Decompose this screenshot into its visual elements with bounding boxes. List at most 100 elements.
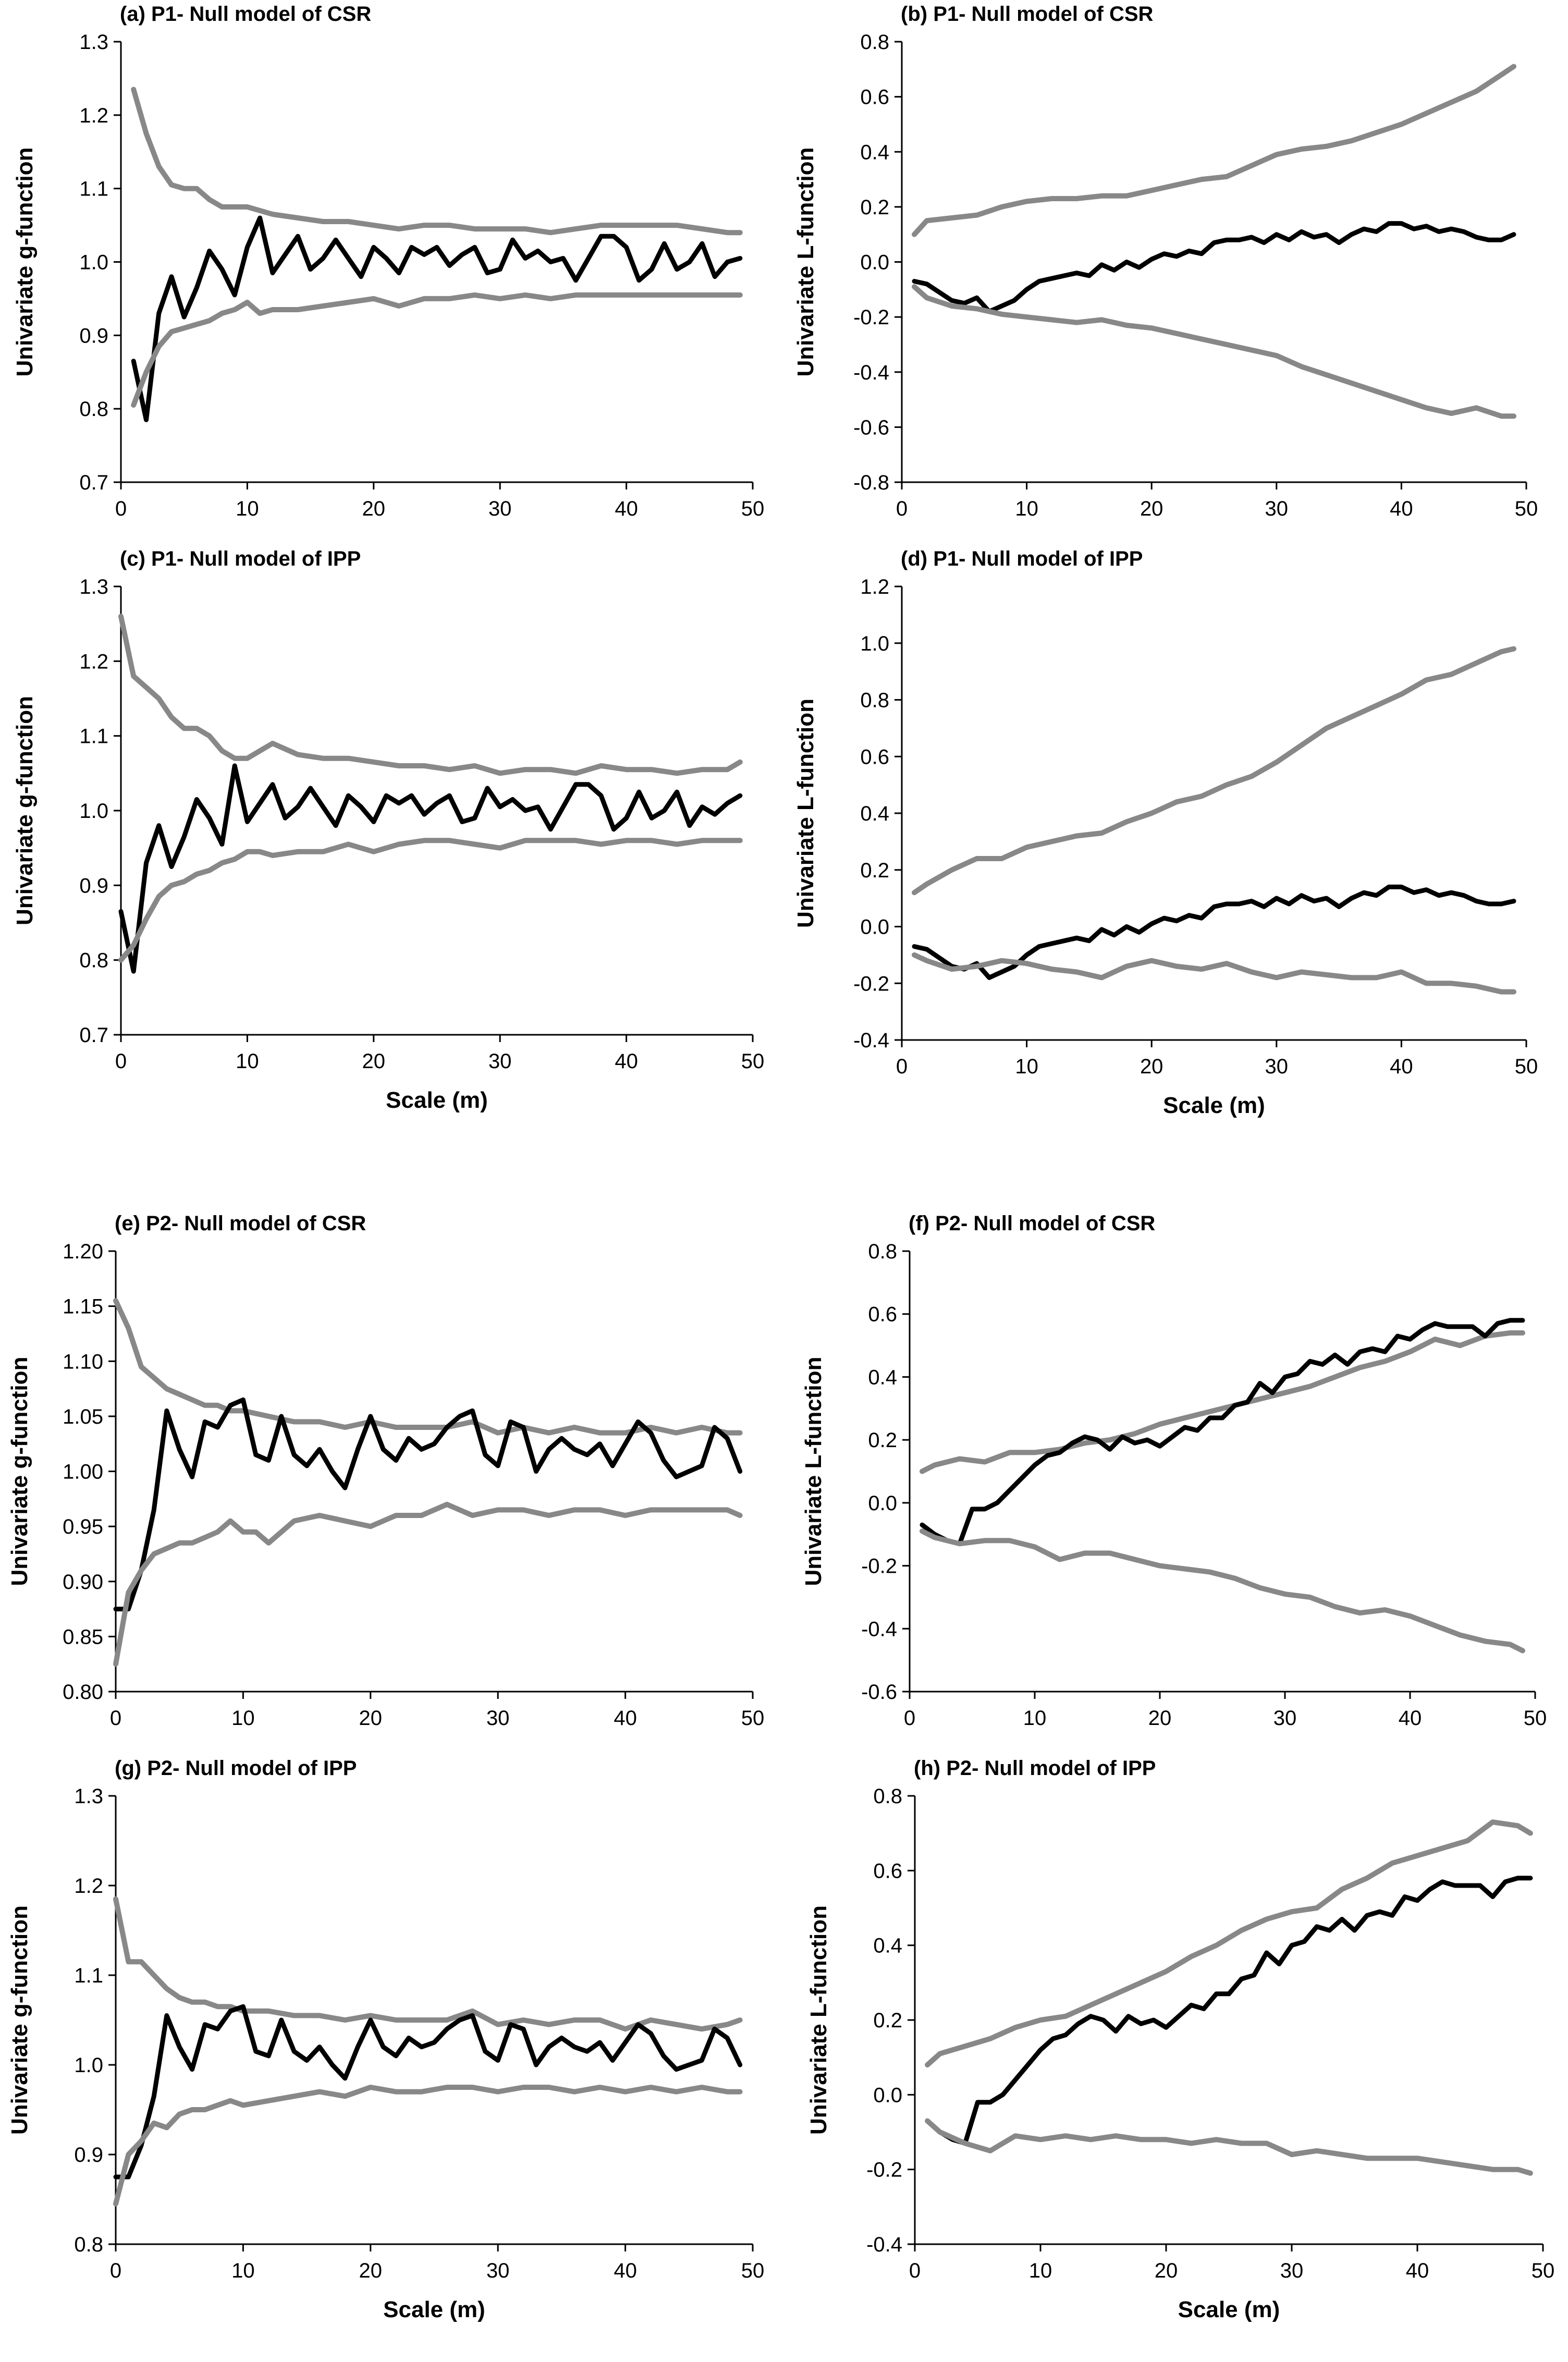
x-tick-label: 40 xyxy=(615,497,638,520)
upper-envelope-line xyxy=(912,646,1516,896)
x-tick-label: 20 xyxy=(1155,2259,1178,2282)
y-tick-label: 1.0 xyxy=(79,800,108,823)
y-tick-label: 0.6 xyxy=(873,1859,902,1882)
y-tick-label: 1.10 xyxy=(63,1350,103,1373)
x-tick-label: 40 xyxy=(614,1707,637,1730)
y-axis-title: Univariate g-function xyxy=(12,696,38,925)
y-tick-label: 1.3 xyxy=(79,31,108,54)
y-tick-label: -0.2 xyxy=(866,2159,902,2182)
panel-g: 0.8 0.9 1.0 1.1 1.2 1.3 0 10 20 30 40 50 (g) P2- Nul… xyxy=(7,1757,764,2322)
x-tick-label: 50 xyxy=(741,1707,765,1730)
x-tick-label: 0 xyxy=(896,1055,908,1078)
y-axis-title: Univariate L-function xyxy=(793,699,818,928)
y-tick-label: -0.4 xyxy=(861,1618,897,1641)
x-tick-label: 10 xyxy=(236,497,259,520)
lower-envelope-line xyxy=(920,1528,1525,1654)
y-tick-label: 0.0 xyxy=(860,916,889,939)
lower-envelope-line xyxy=(912,952,1516,995)
panel-c: 0.7 0.8 0.9 1.0 1.1 1.2 1.3 0 10 20 30 40 50 (c) P1- … xyxy=(12,547,764,1113)
y-tick-label: 0.6 xyxy=(868,1303,897,1326)
x-tick-label: 40 xyxy=(1406,2259,1429,2282)
x-tick-label: 50 xyxy=(1515,1055,1538,1078)
y-tick-label: 0.8 xyxy=(873,1785,902,1808)
y-tick-label: 0.9 xyxy=(79,874,108,897)
upper-envelope-line xyxy=(118,614,743,776)
y-tick-label: 0.4 xyxy=(860,802,889,825)
x-tick-label: 30 xyxy=(1265,1055,1289,1078)
y-tick-label: 0.85 xyxy=(63,1625,103,1648)
y-tick-label: -0.6 xyxy=(861,1681,897,1704)
y-tick-label: 1.3 xyxy=(74,1785,103,1808)
lower-envelope-line xyxy=(113,1501,743,1667)
y-tick-label: 0.9 xyxy=(74,2144,103,2167)
x-tick-label: 50 xyxy=(1515,497,1538,520)
x-tick-label: 50 xyxy=(741,2259,765,2282)
x-tick-label: 20 xyxy=(1140,1055,1163,1078)
y-tick-label: -0.4 xyxy=(853,1029,889,1052)
y-tick-label: -0.2 xyxy=(853,972,889,995)
x-tick-label: 10 xyxy=(1015,497,1038,520)
y-tick-label: -0.4 xyxy=(853,361,889,384)
lower-envelope-line xyxy=(912,284,1516,419)
y-tick-label: 0.8 xyxy=(79,949,108,972)
y-tick-label: 1.0 xyxy=(74,2054,103,2077)
x-axis-title: Scale (m) xyxy=(1163,1093,1265,1118)
y-tick-label: 1.0 xyxy=(79,251,108,274)
y-tick-label: 0.4 xyxy=(868,1366,897,1389)
x-tick-label: 40 xyxy=(614,2259,637,2282)
observed-series-line xyxy=(113,1397,743,1612)
y-tick-label: 0.0 xyxy=(868,1492,897,1515)
upper-envelope-line xyxy=(113,1298,743,1436)
y-tick-label: 1.0 xyxy=(860,632,889,655)
y-tick-label: 1.2 xyxy=(860,576,889,598)
y-tick-label: 1.15 xyxy=(63,1295,103,1318)
x-axis-title: Scale (m) xyxy=(386,1087,488,1113)
observed-series-line xyxy=(912,884,1516,980)
y-tick-label: 0.90 xyxy=(63,1571,103,1594)
y-tick-label: 1.1 xyxy=(79,725,108,748)
upper-envelope-line xyxy=(113,1896,743,2032)
y-axis-title: Univariate L-function xyxy=(801,1356,826,1586)
panel-title: (g) P2- Null model of IPP xyxy=(115,1757,357,1780)
y-axis-title: Univariate g-function xyxy=(7,1905,32,2135)
panel-title: (a) P1- Null model of CSR xyxy=(120,3,371,26)
y-tick-label: 0.0 xyxy=(873,2084,902,2107)
y-tick-label: 1.00 xyxy=(63,1461,103,1484)
y-tick-label: -0.8 xyxy=(853,471,889,494)
upper-envelope-line xyxy=(920,1330,1525,1474)
y-tick-label: 1.1 xyxy=(79,178,108,201)
x-tick-label: 40 xyxy=(615,1050,638,1073)
panel-title: (c) P1- Null model of IPP xyxy=(120,547,361,570)
x-tick-label: 30 xyxy=(1280,2259,1304,2282)
y-tick-label: -0.2 xyxy=(861,1555,897,1578)
x-tick-label: 0 xyxy=(115,497,127,520)
lower-envelope-line xyxy=(131,292,743,408)
observed-series-line xyxy=(925,1876,1533,2146)
upper-envelope-line xyxy=(925,1819,1533,2067)
y-tick-label: 1.3 xyxy=(79,576,108,598)
y-axis-title: Univariate g-function xyxy=(7,1356,32,1586)
y-tick-label: 0.4 xyxy=(873,1935,902,1957)
y-tick-label: 1.2 xyxy=(79,104,108,127)
y-tick-label: 0.9 xyxy=(79,324,108,347)
x-tick-label: 30 xyxy=(488,1050,512,1073)
lower-envelope-line xyxy=(113,2085,743,2207)
x-tick-label: 20 xyxy=(1140,497,1163,520)
y-axis-title: Univariate L-function xyxy=(806,1905,831,2135)
y-tick-label: 1.20 xyxy=(63,1240,103,1263)
y-tick-label: 0.2 xyxy=(868,1429,897,1452)
y-tick-label: 0.95 xyxy=(63,1515,103,1538)
y-tick-label: 0.80 xyxy=(63,1681,103,1704)
x-tick-label: 30 xyxy=(1273,1707,1297,1730)
panel-title: (f) P2- Null model of CSR xyxy=(909,1212,1155,1235)
observed-series-line xyxy=(113,2004,743,2180)
x-tick-label: 20 xyxy=(359,2259,383,2282)
panel-title: (e) P2- Null model of CSR xyxy=(115,1212,366,1235)
observed-series-line xyxy=(912,221,1516,314)
y-axis-title: Univariate g-function xyxy=(12,147,38,376)
x-tick-label: 30 xyxy=(488,497,512,520)
x-tick-label: 50 xyxy=(741,1050,765,1073)
x-tick-label: 0 xyxy=(909,2259,921,2282)
y-tick-label: 0.2 xyxy=(860,196,889,219)
